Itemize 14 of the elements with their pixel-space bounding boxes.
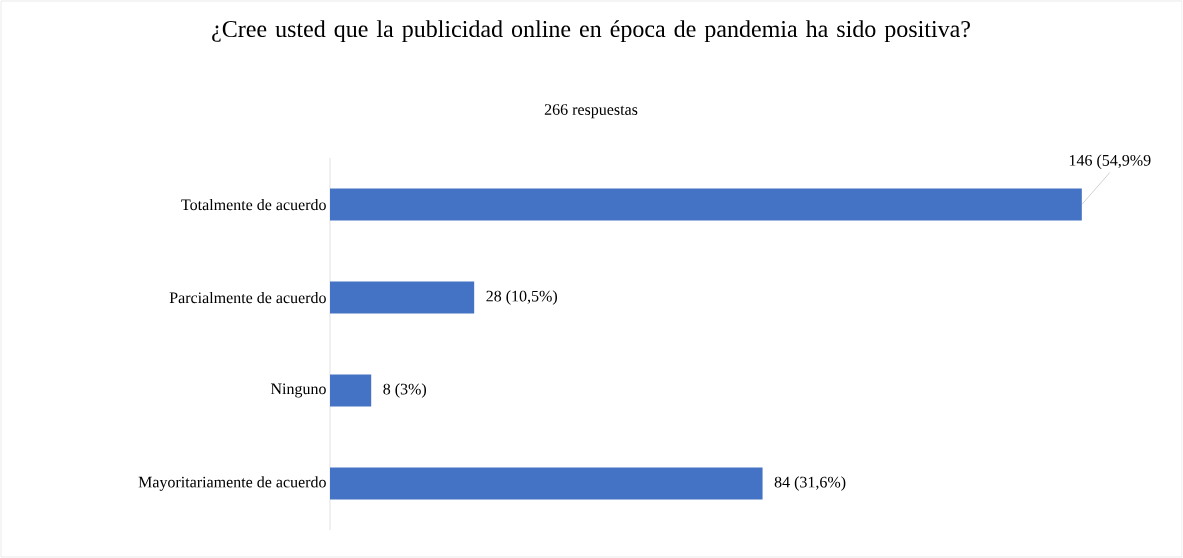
data-label: 84 (31,6%) bbox=[774, 476, 846, 491]
bar bbox=[330, 467, 763, 500]
bar bbox=[330, 188, 1082, 221]
y-tick-label: Ninguno bbox=[270, 383, 326, 398]
data-label: 28 (10,5%) bbox=[486, 290, 557, 305]
bar bbox=[330, 281, 475, 314]
chart-subtitle: 266 respuestas bbox=[544, 104, 638, 119]
data-label: 8 (3%) bbox=[383, 383, 427, 398]
bar bbox=[330, 374, 372, 407]
y-tick-label: Totalmente de acuerdo bbox=[181, 198, 326, 211]
y-tick-label: Parcialmente de acuerdo bbox=[169, 291, 326, 304]
data-label: 146 (54,9%9 bbox=[1069, 154, 1151, 169]
y-tick-label: Mayoritariamente de acuerdo bbox=[138, 476, 326, 491]
chart-title: ¿Cree usted que la publicidad online en época de pandemia ha sido positiva? bbox=[212, 20, 970, 42]
